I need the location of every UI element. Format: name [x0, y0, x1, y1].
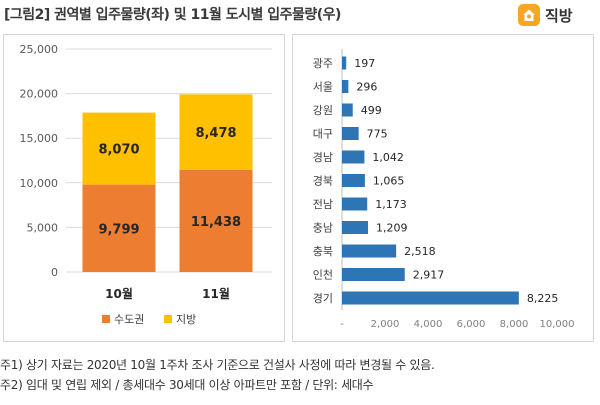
data-label: 8,478	[195, 126, 236, 141]
footnotes: 주1) 상기 자료는 2020년 10월 1주차 조사 기준으로 건설사 사정에…	[0, 355, 600, 395]
y-tick-label: 경북	[313, 175, 333, 188]
y-tick-label: 충북	[313, 245, 333, 258]
logo-text: 직방	[545, 6, 573, 25]
brand-logo: 직방	[518, 2, 598, 28]
regional-stacked-bar-chart: 0 5,000 10,000 15,000 20,000 25,000 9,799 8,070…	[20, 43, 272, 326]
data-label: 11,438	[191, 215, 241, 230]
data-label: 775	[367, 128, 388, 141]
x-tick-label: -	[340, 319, 344, 330]
y-tick-label: 20,000	[20, 88, 59, 101]
x-tick-label: 10,000	[540, 319, 575, 330]
y-tick-label: 인천	[313, 268, 333, 282]
bar-segment	[82, 184, 156, 272]
bar	[342, 80, 349, 93]
bar-segment	[179, 94, 253, 170]
bar	[342, 56, 347, 70]
y-tick-label: 서울	[313, 81, 333, 94]
bar	[342, 127, 359, 140]
data-label: 499	[361, 104, 382, 117]
legend-label: 지방	[176, 313, 196, 326]
data-label: 2,917	[413, 269, 445, 282]
bar	[342, 197, 368, 211]
bar-segment	[179, 169, 253, 272]
city-horizontal-bar-chart: 광주 197 서울 296 강원 499 대구 775 경남 1,042 경북 1,065 전남 1,17…	[313, 49, 575, 330]
chart-title: [그림2] 권역별 입주물량(좌) 및 11월 도시별 입주물량(우)	[4, 7, 341, 23]
data-label: 296	[356, 81, 377, 94]
bar	[342, 174, 365, 187]
data-label: 1,065	[373, 175, 405, 188]
x-tick-label: 4,000	[414, 319, 443, 330]
data-label: 1,042	[372, 151, 404, 164]
city-chart-panel: 광주 197 서울 296 강원 499 대구 775 경남 1,042 경북 1,065 전남 1,17…	[292, 34, 594, 342]
y-tick-label: 경남	[313, 151, 333, 164]
legend-swatch	[102, 315, 110, 323]
footnote-1: 주1) 상기 자료는 2020년 10월 1주차 조사 기준으로 건설사 사정에…	[0, 358, 435, 372]
x-tick-label: 2,000	[371, 319, 400, 330]
data-label: 9,799	[98, 222, 139, 237]
bar	[342, 268, 405, 281]
y-tick-label: 충남	[313, 222, 333, 235]
data-label: 8,070	[98, 143, 139, 158]
footnote-2: 주2) 임대 및 연립 제외 / 총세대수 30세대 이상 아파트만 포함 / …	[0, 378, 374, 392]
data-label: 1,209	[376, 222, 408, 235]
bar-segment	[82, 112, 156, 185]
y-tick-label: 전남	[313, 198, 333, 211]
bar	[342, 221, 368, 234]
y-tick-label: 광주	[313, 57, 333, 70]
bar	[342, 244, 397, 258]
y-tick-label: 5,000	[27, 221, 59, 234]
y-tick-label: 대구	[313, 128, 333, 141]
y-tick-label: 경기	[313, 292, 333, 305]
data-label: 1,173	[375, 198, 407, 211]
y-tick-label: 15,000	[20, 132, 59, 145]
x-tick-label: 11월	[202, 286, 230, 301]
data-label: 197	[354, 57, 375, 70]
y-tick-label: 10,000	[20, 177, 59, 190]
y-tick-label: 강원	[313, 104, 333, 117]
bar	[342, 291, 519, 305]
data-label: 2,518	[404, 245, 436, 258]
y-tick-label: 25,000	[20, 43, 59, 56]
legend-label: 수도권	[114, 313, 144, 326]
bar	[342, 150, 365, 164]
regional-chart-panel: 0 5,000 10,000 15,000 20,000 25,000 9,799 8,070…	[3, 34, 285, 342]
bar	[342, 103, 353, 117]
y-tick-label: 0	[51, 266, 58, 279]
x-tick-label: 6,000	[457, 319, 486, 330]
x-tick-label: 8,000	[500, 319, 529, 330]
legend-swatch	[164, 315, 172, 323]
data-label: 8,225	[527, 292, 559, 305]
house-icon	[518, 4, 540, 26]
x-tick-label: 10월	[105, 286, 133, 301]
